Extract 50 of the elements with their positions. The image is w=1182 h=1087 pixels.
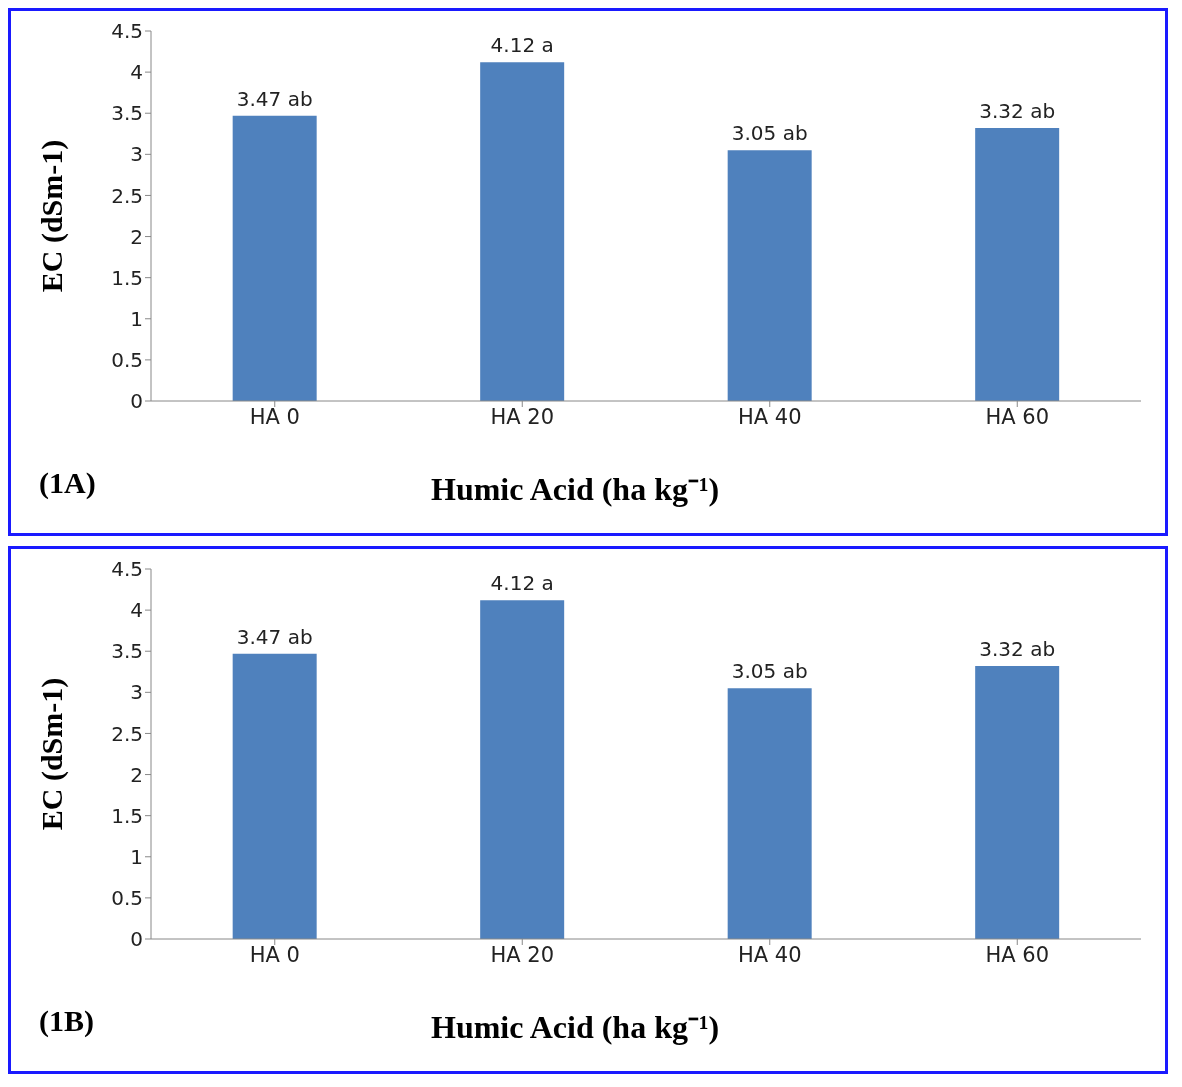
bar (232, 653, 317, 939)
x-tick-label: HA 60 (985, 404, 1050, 429)
x-tick-label: HA 60 (985, 942, 1050, 967)
y-axis-title: EC (dSm-1) (34, 677, 69, 831)
data-label: 4.12 a (490, 33, 554, 58)
x-axis-title: Humic Acid (ha kg⁻¹) (431, 1008, 720, 1047)
bar (975, 666, 1060, 939)
data-label: 3.32 ab (979, 99, 1056, 124)
text: (1A) (39, 466, 96, 500)
x-tick-label: HA 40 (737, 942, 802, 967)
y-tick-label: 1.5 (111, 803, 143, 828)
bar (727, 688, 812, 939)
y-tick-label: 4.5 (111, 19, 143, 44)
text: (1B) (39, 1004, 94, 1038)
y-tick-label: 0 (130, 389, 143, 414)
y-tick-label: 1.5 (111, 265, 143, 290)
x-axis-title: Humic Acid (ha kg⁻¹) (431, 470, 720, 509)
x-tick-label: HA 20 (490, 404, 555, 429)
y-axis-title: EC (dSm-1) (34, 139, 69, 293)
x-tick-label: HA 0 (249, 942, 300, 967)
y-tick-label: 3.5 (111, 639, 143, 664)
x-tick-label: HA 0 (249, 404, 300, 429)
y-tick-label: 3.5 (111, 101, 143, 126)
y-tick-label: 4 (130, 598, 143, 623)
bar (975, 128, 1060, 401)
y-tick-label: 0.5 (111, 885, 143, 910)
y-tick-label: 3 (130, 142, 143, 167)
x-tick-label: HA 20 (490, 942, 555, 967)
y-tick-label: 2.5 (111, 183, 143, 208)
y-tick-label: 0 (130, 927, 143, 952)
y-tick-label: 2.5 (111, 721, 143, 746)
x-tick-label: HA 40 (737, 404, 802, 429)
y-tick-label: 1 (130, 306, 143, 331)
bar (232, 115, 317, 401)
y-tick-label: 0.5 (111, 347, 143, 372)
data-label: 4.12 a (490, 571, 554, 596)
y-tick-label: 2 (130, 762, 143, 787)
data-label: 3.05 ab (731, 121, 808, 146)
y-tick-label: 4 (130, 60, 143, 85)
y-tick-label: 2 (130, 224, 143, 249)
y-tick-label: 1 (130, 844, 143, 869)
y-tick-label: 4.5 (111, 557, 143, 582)
y-tick-label: 3 (130, 680, 143, 705)
data-label: 3.47 ab (236, 624, 313, 649)
bar (480, 600, 565, 939)
bar (480, 62, 565, 401)
data-label: 3.05 ab (731, 659, 808, 684)
data-label: 3.32 ab (979, 637, 1056, 662)
data-label: 3.47 ab (236, 86, 313, 111)
bar (727, 150, 812, 401)
